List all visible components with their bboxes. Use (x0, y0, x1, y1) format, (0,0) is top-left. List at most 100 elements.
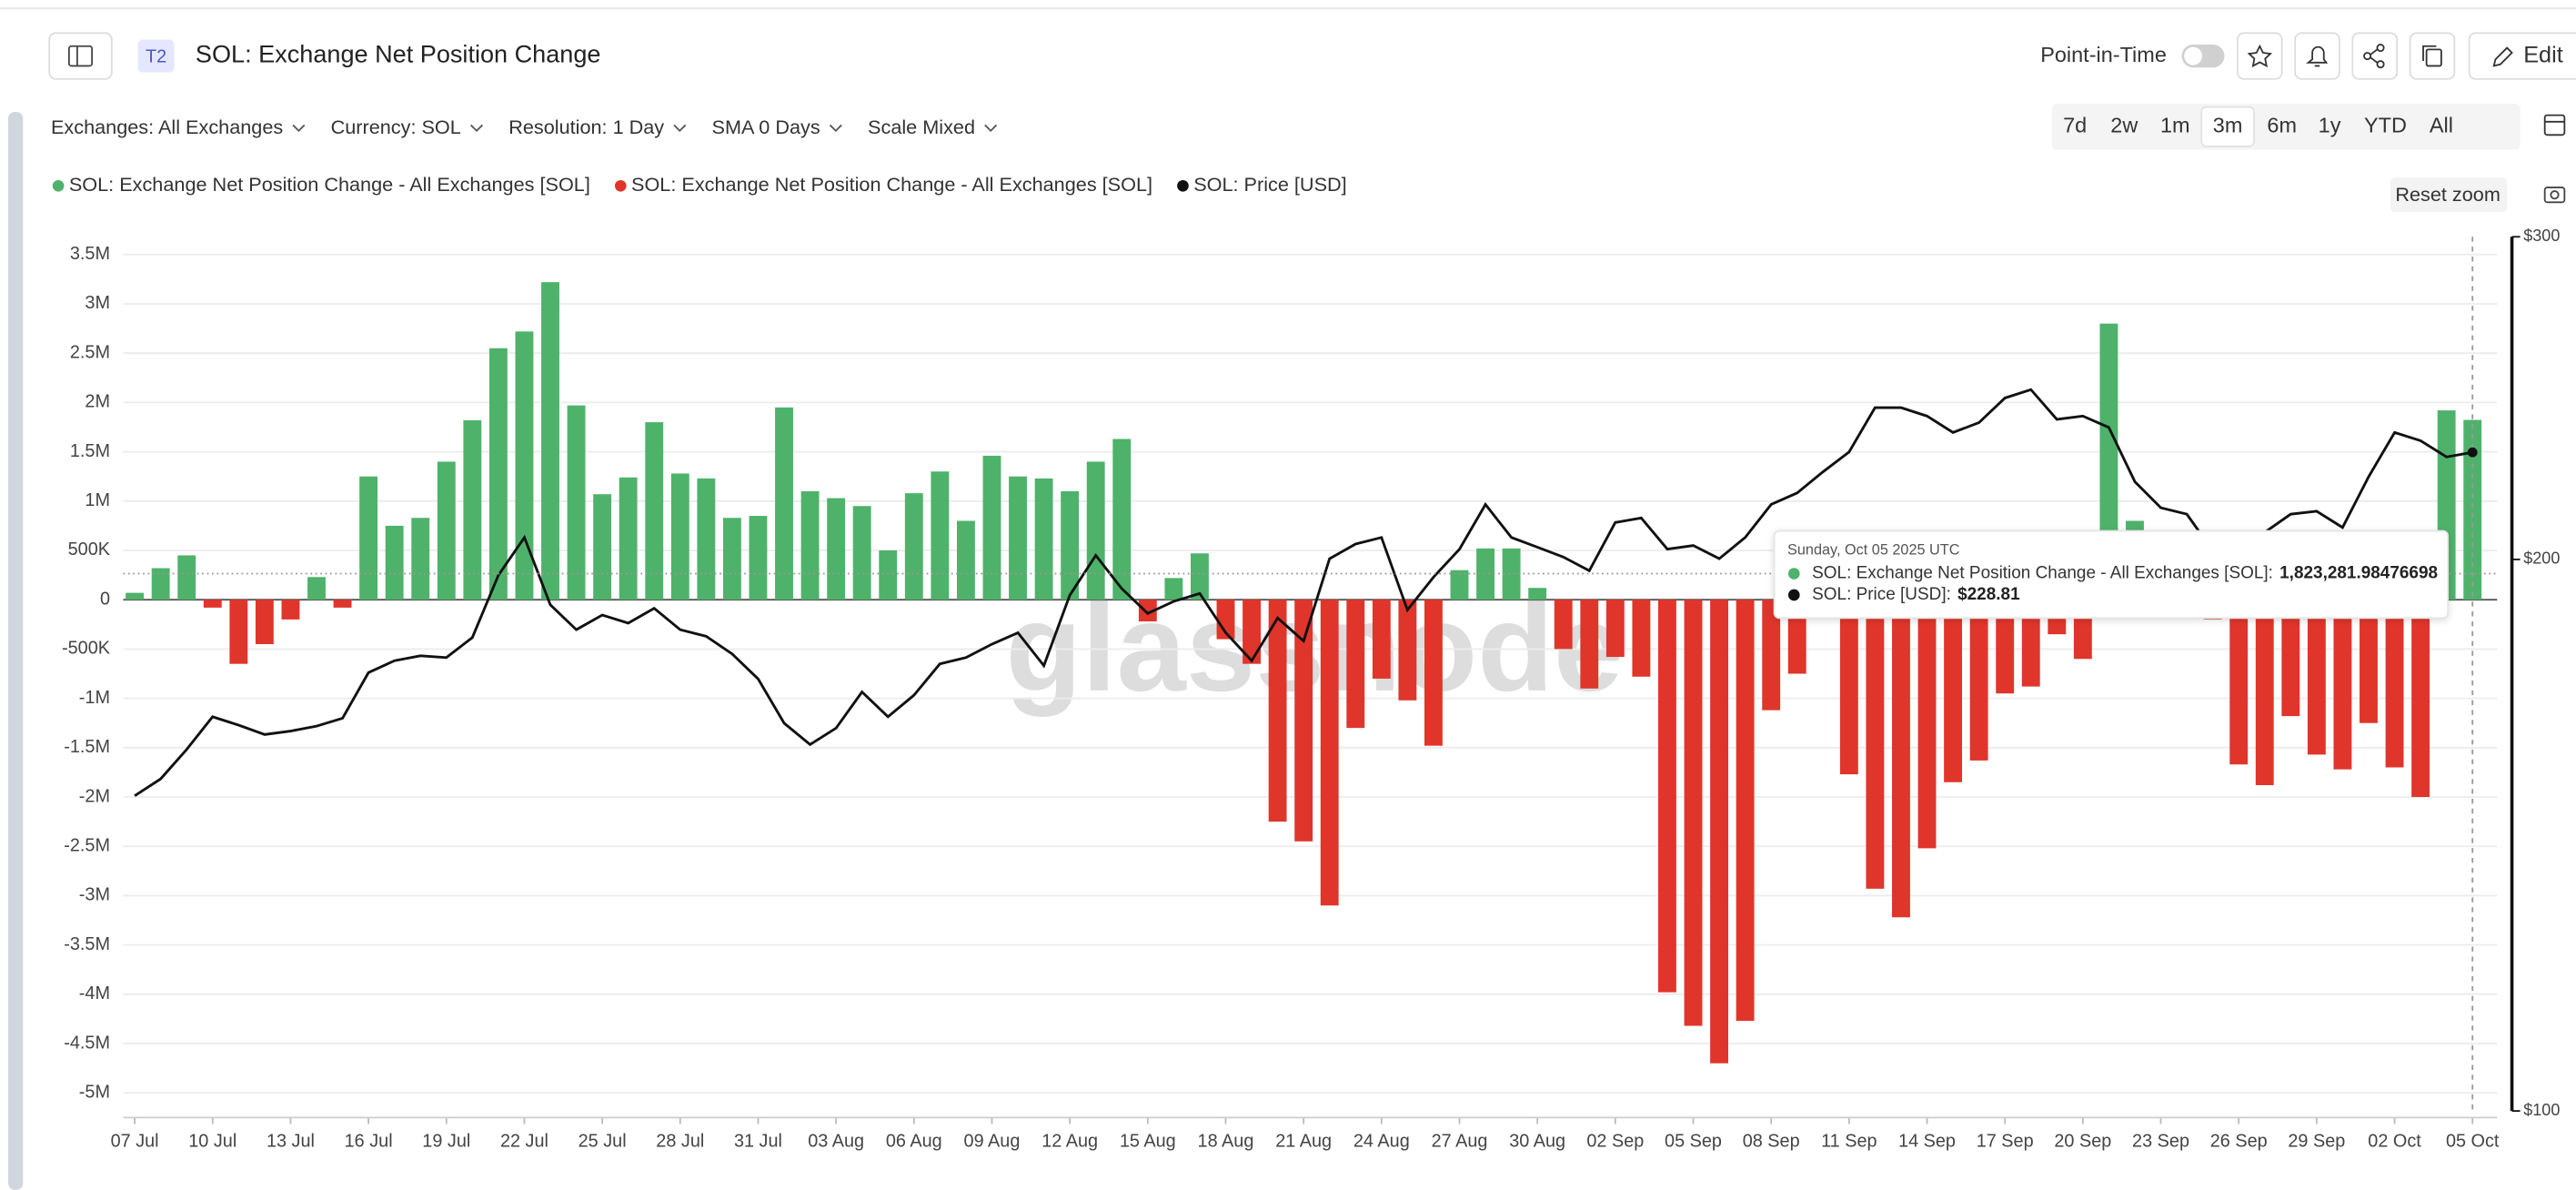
filter-dropdown[interactable]: Resolution: 1 Day (508, 116, 687, 138)
y-tick-label: -3.5M (64, 934, 110, 954)
filter-label: Resolution: 1 Day (508, 116, 664, 138)
bar (1450, 570, 1469, 600)
tooltip-swatch (1787, 568, 1800, 580)
legend-item[interactable]: SOL: Price [USD] (1177, 173, 1347, 196)
bar (800, 490, 820, 600)
bar (2360, 600, 2378, 723)
range-label: 7d (2063, 113, 2087, 136)
y-tick-label: -500K (62, 639, 111, 659)
x-tick-label: 07 Jul (111, 1132, 159, 1152)
chevron (292, 124, 306, 133)
range-group (2051, 103, 2521, 150)
range-button[interactable]: 3m (2200, 106, 2255, 147)
bar (1917, 600, 1937, 849)
filter-label: Scale Mixed (868, 116, 975, 138)
range-selected (2200, 106, 2255, 147)
legend-label: SOL: Exchange Net Position Change - All … (69, 173, 590, 196)
filter-label: Currency: SOL (331, 116, 461, 138)
filter-dropdown[interactable]: Scale Mixed (868, 116, 998, 138)
y-tick-label: 3.5M (70, 244, 110, 264)
y-tick-label: -4.5M (64, 1033, 110, 1053)
bar (852, 506, 871, 600)
bar (1658, 600, 1676, 993)
range-button[interactable]: All (2430, 113, 2453, 136)
bar (645, 422, 664, 600)
range-button[interactable]: 7d (2063, 113, 2087, 136)
range-button[interactable]: YTD (2364, 113, 2407, 136)
bar (879, 550, 898, 600)
bar (1944, 600, 1963, 782)
bar (567, 405, 586, 600)
filter-dropdown[interactable]: Exchanges: All Exchanges (51, 116, 306, 138)
export-button[interactable] (2543, 187, 2566, 204)
x-tick-label: 09 Aug (964, 1132, 1021, 1152)
bar (1528, 588, 1547, 600)
bar (541, 282, 559, 600)
range-label: 1y (2319, 113, 2341, 136)
legend-item[interactable]: SOL: Exchange Net Position Change - All … (614, 173, 1152, 196)
bar (488, 348, 508, 600)
bar (229, 600, 248, 664)
bar (411, 518, 430, 600)
bar (307, 577, 326, 600)
bar (1190, 553, 1209, 600)
tooltip-value: $228.81 (1957, 585, 2020, 604)
x-tick-label: 26 Sep (2210, 1132, 2268, 1152)
range-button[interactable]: 6m (2267, 113, 2297, 136)
filter-dropdown[interactable]: Currency: SOL (331, 116, 483, 138)
bar (2333, 600, 2352, 770)
bar (1554, 600, 1573, 650)
edit-label: Edit (2523, 42, 2563, 67)
bar (1632, 600, 1651, 677)
point-in-time-toggle[interactable] (2181, 44, 2225, 68)
edit-button[interactable]: Edit (2468, 32, 2576, 80)
bar (1762, 600, 1781, 711)
y-tick-label: -5M (79, 1082, 110, 1102)
page-title: SOL: Exchange Net Position Change (196, 40, 601, 68)
badge: T2 (146, 47, 166, 67)
bar (1996, 600, 2015, 694)
x-tick-label: 29 Sep (2288, 1132, 2345, 1152)
bar (2021, 600, 2040, 687)
bar (463, 419, 482, 600)
favorite-button[interactable] (2237, 32, 2283, 80)
range-button[interactable]: 1m (2160, 113, 2190, 136)
tooltip-swatch (1787, 589, 1800, 601)
badge-bg (137, 39, 175, 73)
reset-zoom-button[interactable]: Reset zoom (2390, 177, 2508, 213)
bar (749, 516, 768, 600)
x-tick-label: 02 Oct (2368, 1132, 2421, 1152)
filter-dropdown[interactable]: SMA 0 Days (712, 116, 842, 138)
watermark: glassnode (1005, 579, 1623, 718)
range-button[interactable]: 1y (2319, 113, 2341, 136)
range-label: 1m (2160, 113, 2190, 136)
bar (2255, 600, 2274, 786)
bar (2281, 600, 2300, 717)
y-tick-label: 3M (85, 293, 110, 313)
bar (1372, 600, 1391, 679)
bar (333, 600, 352, 608)
bar (177, 555, 196, 600)
x-tick-label: 15 Aug (1120, 1132, 1176, 1152)
bar (359, 476, 378, 600)
y2-tick-label: $100 (2523, 1101, 2560, 1119)
y-tick-label: 0 (100, 589, 110, 609)
sidebar-toggle[interactable] (48, 32, 113, 80)
bar (385, 525, 404, 600)
share-button[interactable] (2351, 32, 2399, 80)
legend-item[interactable]: SOL: Exchange Net Position Change - All … (52, 173, 590, 196)
x-tick-label: 16 Jul (345, 1132, 393, 1152)
y-tick-label: -1.5M (64, 737, 110, 757)
x-tick-label: 05 Oct (2446, 1132, 2500, 1152)
x-tick-label: 12 Aug (1041, 1132, 1098, 1152)
bar (1216, 600, 1235, 640)
bar (1268, 600, 1287, 822)
bar (775, 407, 793, 600)
copy-button[interactable] (2409, 32, 2456, 80)
x-tick-label: 28 Jul (656, 1132, 704, 1152)
range-button[interactable]: 2w (2110, 113, 2138, 136)
calendar-button[interactable] (2543, 114, 2566, 136)
x-tick-label: 27 Aug (1432, 1132, 1488, 1152)
alert-button[interactable] (2294, 32, 2340, 80)
